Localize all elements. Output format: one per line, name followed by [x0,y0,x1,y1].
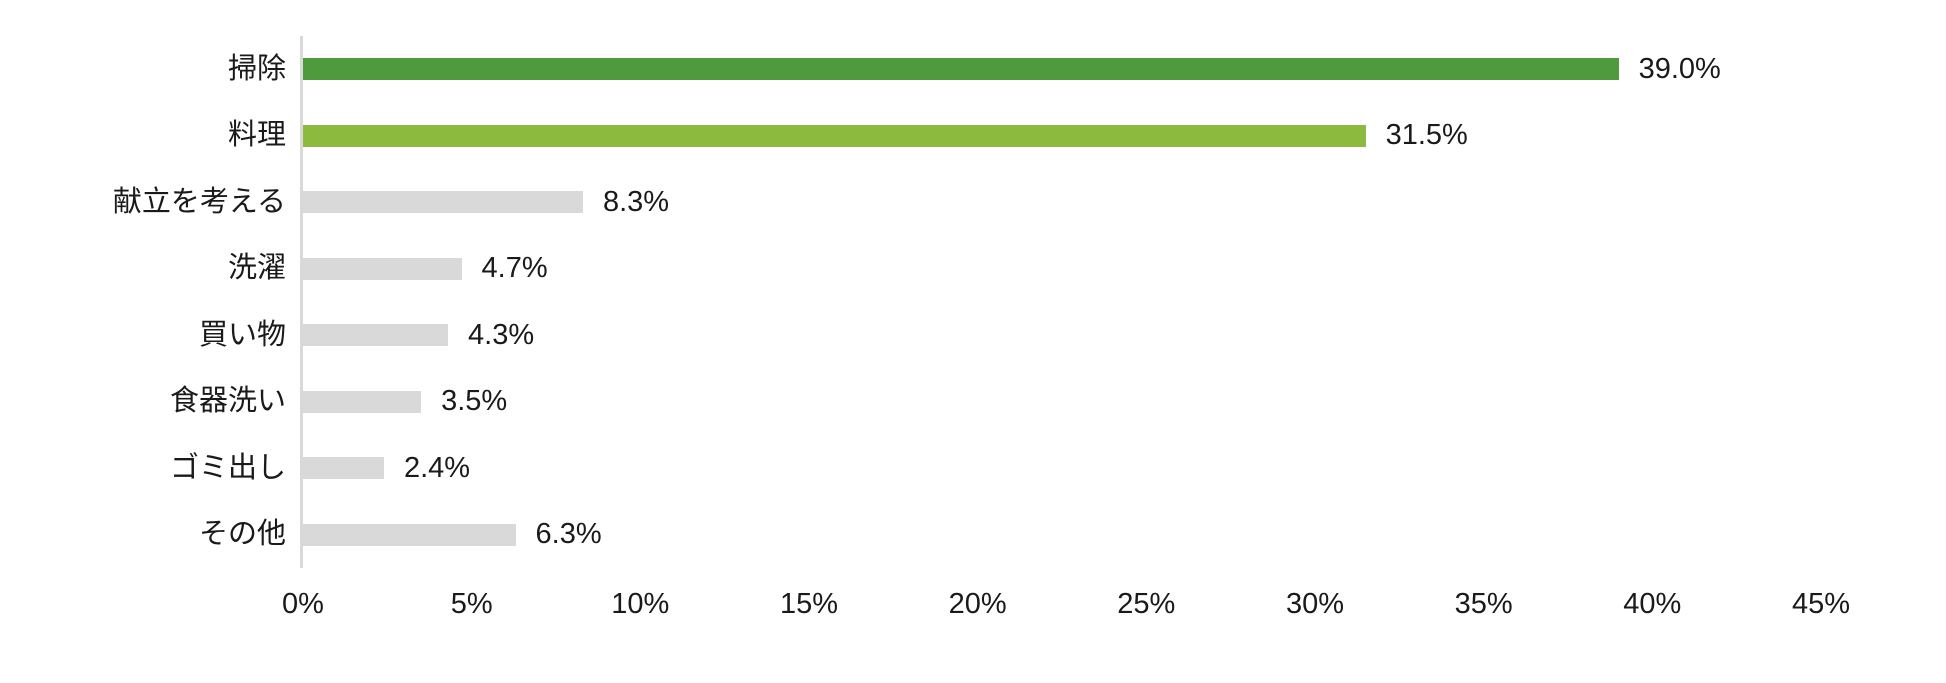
bar [303,523,516,546]
x-tick-label: 35% [1454,588,1513,620]
value-label: 4.7% [481,252,548,285]
category-label: 洗濯 [227,252,286,285]
x-axis: 0% 5% 10% 15% 20% 25% 30% 35% 40% 45% [282,584,1850,624]
value-label: 3.5% [441,385,508,418]
bar-row: 31.5% [303,103,1821,170]
x-tick-label: 45% [1791,588,1851,620]
bar [303,257,462,280]
category-label: 買い物 [198,318,286,351]
bar-row: 6.3% [303,502,1821,569]
plot-area: 39.0% 31.5% 8.3% 4.7% 4.3% 3.5% 2.4% 6.3% [303,36,1821,568]
y-axis-line [300,36,303,568]
x-tick-label: 40% [1623,588,1682,620]
x-tick-label: 20% [948,588,1007,620]
bar [303,390,422,413]
value-label: 2.4% [403,451,471,484]
bar [303,457,384,480]
x-tick-label: 25% [1117,588,1176,620]
x-tick-label: 10% [611,588,670,620]
x-tick-label: 30% [1285,588,1345,620]
bar-row: 3.5% [303,369,1821,436]
category-label: 料理 [227,119,286,152]
bar-row: 4.3% [303,302,1821,369]
category-label: 食器洗い [169,385,286,418]
bar-row: 4.7% [303,236,1821,303]
bar [303,324,449,347]
bar [303,191,583,214]
bar [303,124,1366,147]
bar-row: 2.4% [303,435,1821,502]
value-label: 8.3% [602,185,670,218]
category-label: 献立を考える [112,185,286,218]
value-label: 4.3% [468,318,535,351]
value-label: 39.0% [1638,52,1721,85]
category-axis: 掃除料理献立を考える洗濯買い物食器洗いゴミ出しその他 [0,36,286,568]
x-tick-label: 0% [282,588,324,620]
category-label: ゴミ出し [169,451,286,484]
category-label: 掃除 [227,52,286,85]
bar-row: 39.0% [303,36,1821,103]
x-tick-label: 15% [779,588,839,620]
value-label: 31.5% [1385,119,1468,152]
bar [303,58,1619,81]
value-label: 6.3% [535,518,602,551]
bar-row: 8.3% [303,169,1821,236]
category-label: その他 [198,518,286,551]
x-tick-label: 5% [450,588,493,620]
